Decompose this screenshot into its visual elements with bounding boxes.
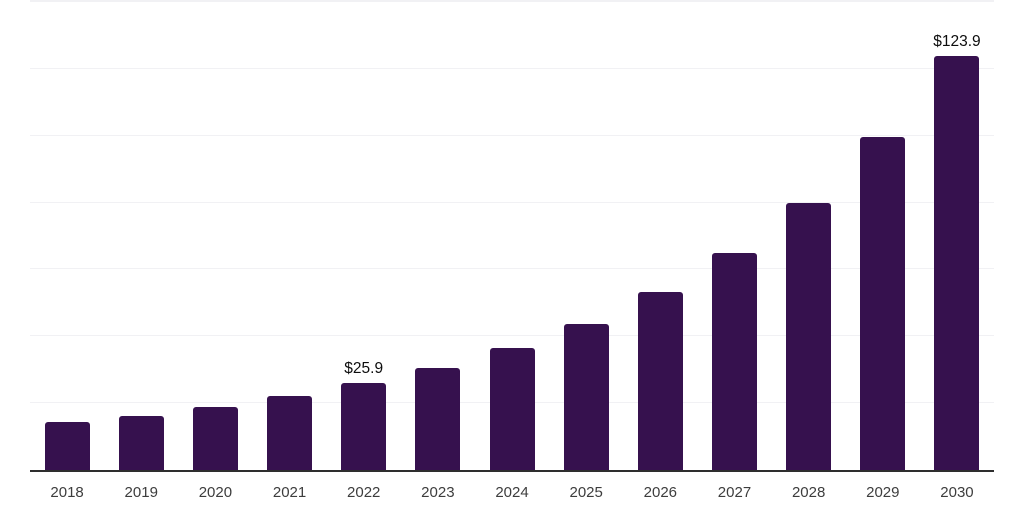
bar-column-2030: $123.9 [920,2,994,470]
bar-2028 [786,203,832,470]
bar-column-2028 [772,2,846,470]
bar-2026 [637,291,683,470]
bar-column-2023 [401,2,475,470]
bar-2023 [415,368,461,470]
x-axis-labels: 2018 2019 2020 2021 2022 2023 2024 2025 2026 2027… [30,484,994,501]
bar-2030 [934,55,980,470]
x-tick-label-2020: 2020 [198,484,233,501]
bar-2020 [192,407,238,470]
bar-2025 [563,323,609,470]
bar-2029 [860,137,906,470]
x-tick-label-2019: 2019 [124,484,158,501]
gridline-80 [30,201,994,203]
x-tick-label-2025: 2025 [569,484,603,501]
bar-2019 [118,415,164,470]
x-tick-label-2021: 2021 [272,484,307,501]
plot-area: $25.9 $123.9 [30,0,994,472]
bar-2018 [44,421,90,470]
bar-column-2021 [252,2,326,470]
x-tick-label-2030: 2030 [940,484,974,501]
bar-column-2024 [475,2,549,470]
x-tick-label-2023: 2023 [421,484,455,501]
x-tick-label-2018: 2018 [50,484,84,501]
bar-value-label-2022: $25.9 [344,360,384,378]
x-tick-label-2024: 2024 [495,484,529,501]
bar-column-2027 [697,2,771,470]
bar-2024 [489,348,535,470]
bar-column-2020 [178,2,252,470]
gridline-40 [30,335,994,337]
bar-2021 [267,396,313,470]
bar-2027 [711,252,757,470]
x-tick-label-2026: 2026 [643,484,678,501]
bars-container: $25.9 $123.9 [30,2,994,470]
x-tick-label-2022: 2022 [347,484,381,501]
bar-column-2029 [846,2,920,470]
x-tick-label-2027: 2027 [717,484,752,501]
x-tick-label-2029: 2029 [866,484,900,501]
gridline-120 [30,67,994,69]
gridline-60 [30,268,994,270]
bar-column-2025 [549,2,623,470]
bar-value-label-2030: $123.9 [933,32,981,50]
bar-column-2022: $25.9 [327,2,401,470]
bar-column-2018 [30,2,104,470]
gridline-100 [30,134,994,136]
bar-column-2026 [623,2,697,470]
bar-2022 [341,383,387,470]
x-tick-label-2028: 2028 [791,484,826,501]
bar-column-2019 [104,2,178,470]
